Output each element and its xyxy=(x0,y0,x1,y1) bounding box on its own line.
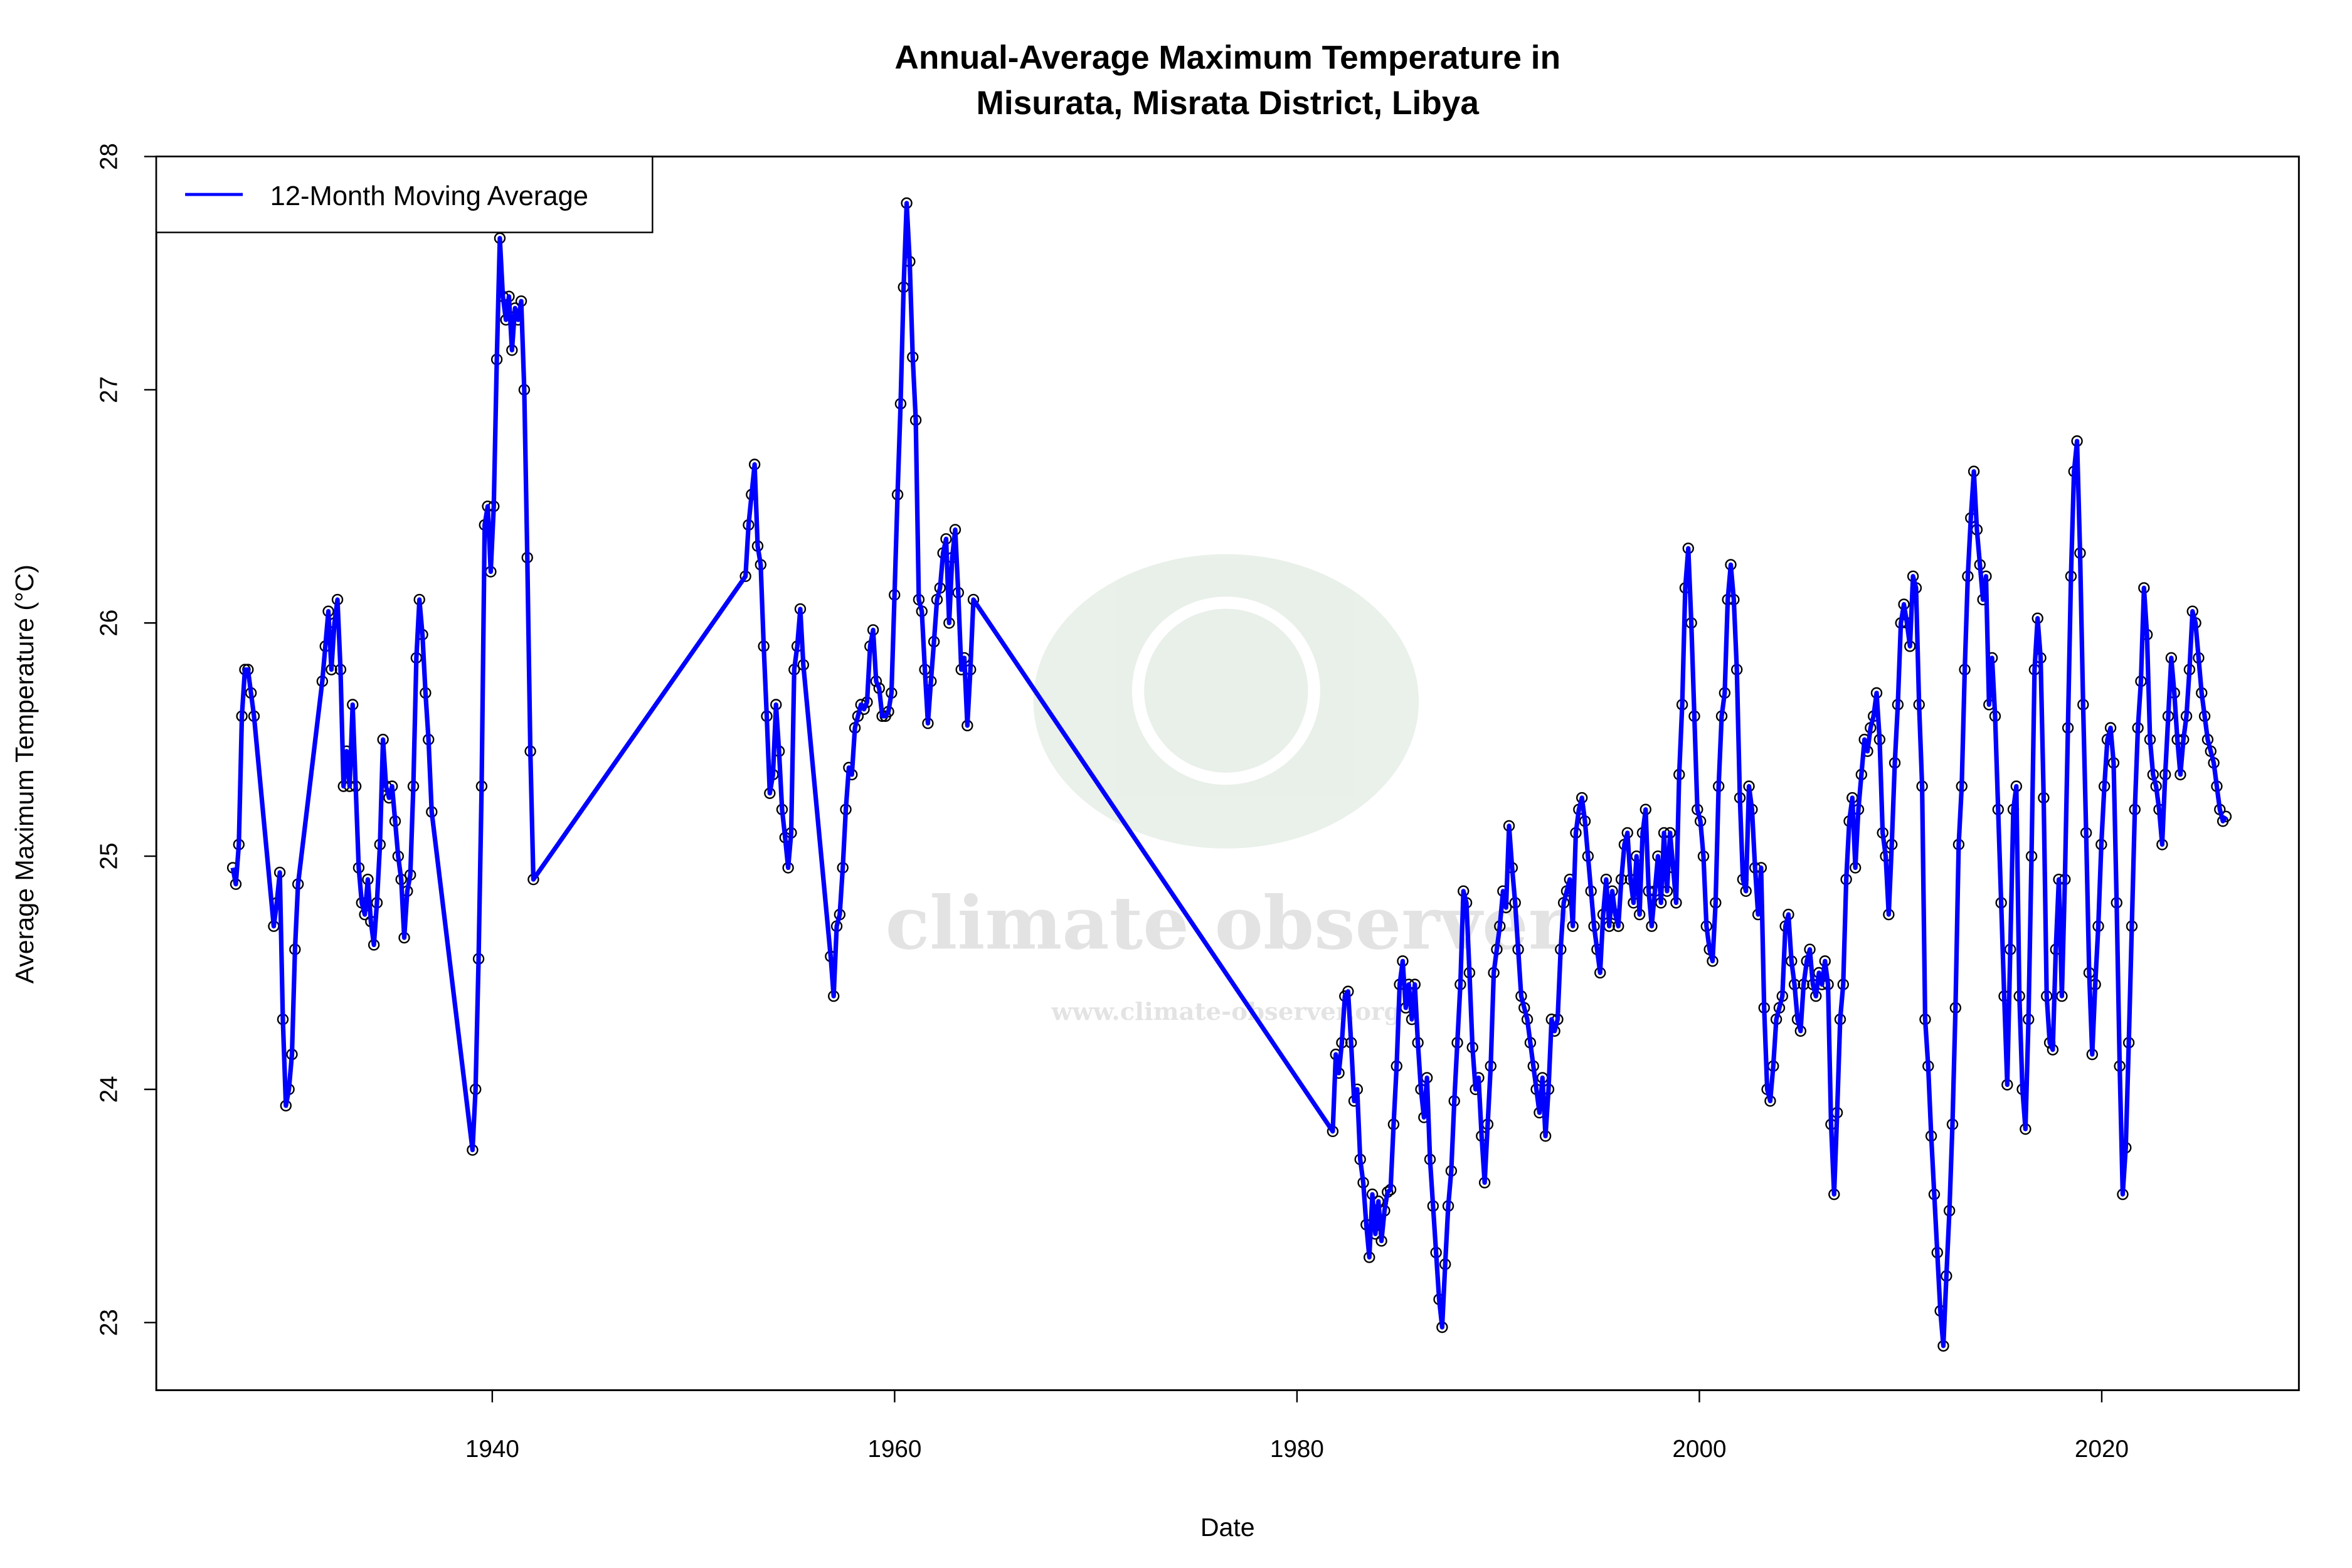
series-line-12-month-moving-average xyxy=(230,201,2228,1348)
watermark: climate observer www.climate-observer.or… xyxy=(886,554,1568,1026)
y-tick-label: 26 xyxy=(95,610,122,637)
y-axis-label: Average Maximum Temperature (°C) xyxy=(10,564,39,983)
x-tick-label: 2000 xyxy=(1672,1436,1726,1463)
x-axis: 1940 1960 1980 2000 2020 xyxy=(465,1389,2129,1463)
x-tick-label: 1980 xyxy=(1270,1436,1324,1463)
legend-label: 12-Month Moving Average xyxy=(270,181,588,211)
watermark-globe-icon xyxy=(1033,554,1419,849)
legend: 12-Month Moving Average xyxy=(155,156,654,233)
x-tick-label: 1940 xyxy=(465,1436,519,1463)
watermark-text: climate observer xyxy=(886,881,1568,967)
y-tick-label: 28 xyxy=(95,143,122,170)
y-tick-label: 23 xyxy=(95,1309,122,1336)
y-tick-label: 27 xyxy=(95,376,122,403)
x-tick-label: 2020 xyxy=(2075,1436,2129,1463)
x-axis-label: Date xyxy=(1200,1513,1255,1542)
y-axis: 23 24 25 26 27 28 xyxy=(95,143,157,1336)
plot-marks xyxy=(226,197,2232,1352)
x-tick-label: 1960 xyxy=(867,1436,921,1463)
chart-title-line-2: Misurata, Misrata District, Libya xyxy=(977,85,1480,122)
y-tick-label: 24 xyxy=(95,1076,122,1103)
y-tick-label: 25 xyxy=(95,843,122,870)
chart-title-line-1: Annual-Average Maximum Temperature in xyxy=(894,39,1560,76)
